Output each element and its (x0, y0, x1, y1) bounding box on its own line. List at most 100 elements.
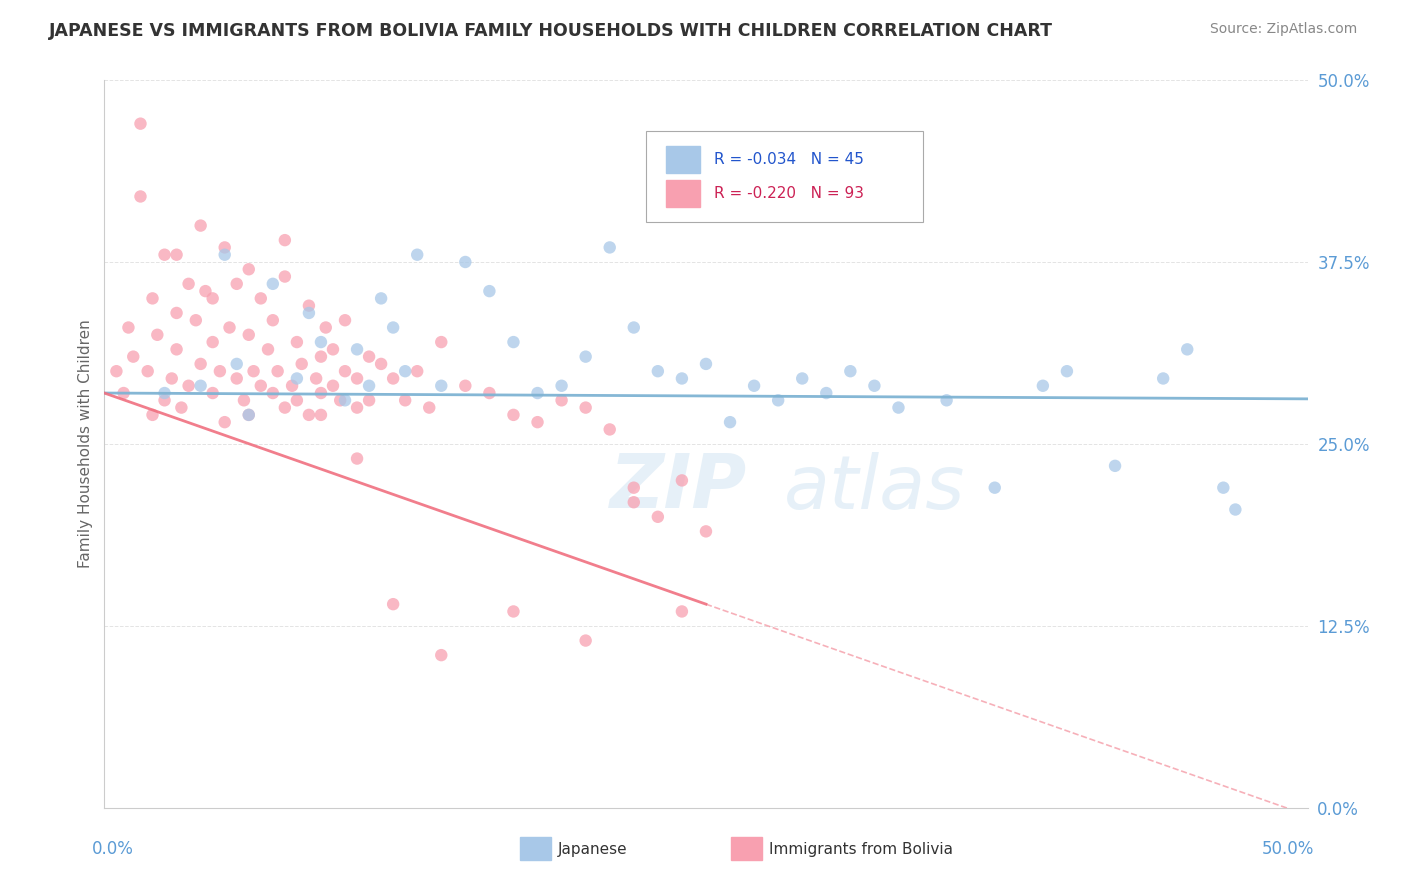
Point (208, 364, 231, 378)
Point (315, 320, 337, 334)
Point (742, 378, 765, 392)
Point (274, 401, 297, 415)
Point (136, 364, 159, 378)
Point (430, 378, 453, 392)
Point (170, 401, 193, 415)
Text: Immigrants from Bolivia: Immigrants from Bolivia (769, 842, 953, 856)
Point (333, 393, 356, 408)
Point (242, 364, 264, 378)
Point (1104, 458, 1126, 473)
Point (1225, 502, 1247, 516)
Point (298, 306, 321, 320)
Point (418, 401, 440, 415)
Text: 0.0%: 0.0% (91, 840, 134, 858)
Point (322, 378, 344, 392)
Point (153, 386, 176, 401)
Point (887, 401, 910, 415)
Point (526, 415, 548, 429)
Point (201, 386, 224, 401)
Text: atlas: atlas (785, 451, 966, 524)
Point (394, 364, 416, 378)
Point (935, 393, 957, 408)
Text: R = -0.034   N = 45: R = -0.034 N = 45 (714, 152, 865, 167)
Point (1175, 343, 1198, 357)
Point (281, 378, 304, 392)
Point (333, 364, 356, 378)
Point (575, 401, 598, 415)
Point (249, 292, 271, 306)
Point (526, 386, 548, 401)
Point (792, 371, 814, 385)
Point (122, 350, 145, 364)
FancyBboxPatch shape (645, 131, 922, 222)
Y-axis label: Family Households with Children: Family Households with Children (79, 319, 93, 568)
Point (550, 393, 572, 408)
Point (599, 422, 621, 436)
Point (671, 474, 693, 488)
Point (671, 604, 693, 618)
Point (382, 597, 405, 611)
Point (146, 327, 169, 342)
Point (382, 371, 405, 385)
Point (257, 343, 280, 357)
Point (430, 334, 453, 349)
Point (839, 364, 862, 378)
Point (502, 334, 524, 349)
Point (406, 248, 429, 262)
FancyBboxPatch shape (666, 179, 700, 207)
Point (623, 481, 645, 495)
Point (322, 343, 344, 357)
Point (718, 415, 741, 429)
Point (1152, 371, 1174, 385)
Point (225, 357, 247, 371)
Point (238, 408, 260, 422)
Point (262, 386, 284, 401)
Point (359, 378, 381, 392)
Point (160, 371, 183, 385)
Point (346, 343, 368, 357)
Point (225, 371, 247, 385)
Point (550, 378, 572, 392)
Point (298, 408, 321, 422)
Point (359, 350, 381, 364)
Point (1056, 364, 1078, 378)
Point (285, 393, 308, 408)
FancyBboxPatch shape (666, 145, 700, 173)
Point (478, 386, 501, 401)
Point (346, 451, 368, 466)
Point (1032, 378, 1054, 392)
Point (309, 350, 332, 364)
Point (190, 357, 212, 371)
Point (346, 371, 368, 385)
Point (238, 327, 260, 342)
Point (815, 386, 838, 401)
Point (238, 408, 260, 422)
Point (129, 117, 152, 131)
Point (105, 364, 128, 378)
Point (141, 292, 163, 306)
Point (214, 248, 236, 262)
Point (117, 320, 139, 334)
Point (599, 240, 621, 254)
Point (370, 357, 392, 371)
Point (262, 313, 284, 327)
Point (647, 364, 669, 378)
Point (262, 277, 284, 291)
Point (575, 633, 598, 648)
Text: JAPANESE VS IMMIGRANTS FROM BOLIVIA FAMILY HOUSEHOLDS WITH CHILDREN CORRELATION : JAPANESE VS IMMIGRANTS FROM BOLIVIA FAMI… (49, 22, 1053, 40)
Point (190, 378, 212, 392)
Point (329, 393, 352, 408)
Point (695, 357, 717, 371)
Point (166, 343, 188, 357)
Point (190, 219, 212, 233)
Point (201, 292, 224, 306)
Point (671, 371, 693, 385)
Point (309, 386, 332, 401)
Point (177, 277, 200, 291)
Point (623, 495, 645, 509)
Point (214, 240, 236, 254)
Point (454, 378, 477, 392)
Point (359, 393, 381, 408)
Point (291, 357, 314, 371)
Point (177, 378, 200, 392)
